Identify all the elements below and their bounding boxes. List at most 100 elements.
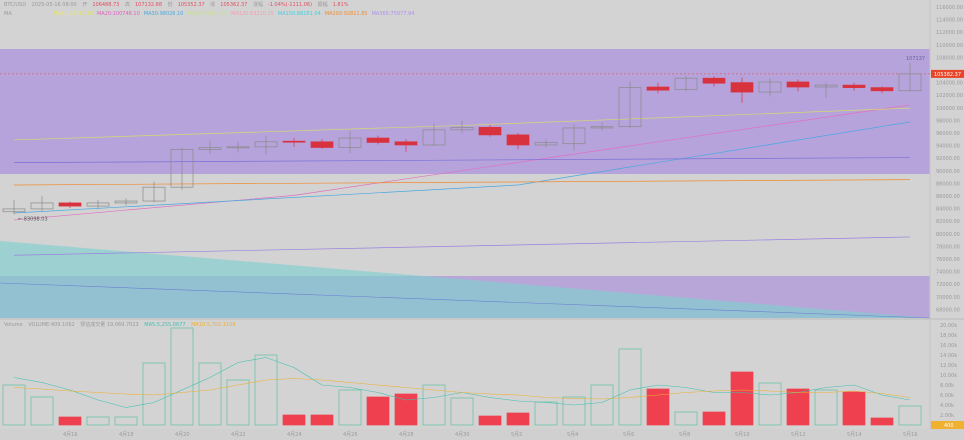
high-marker: 107137 [906,56,925,62]
price-tick-label: 98000.00 [936,118,960,124]
current-price-label: 105382.37 [934,72,961,78]
volume-header: Volume VOLUME:409.1062 预估成交量 19,069.7023… [4,322,240,328]
volume-bar [422,384,446,426]
candle [142,181,166,203]
ma-line [13,179,911,186]
ma-legend-item: MA365:75977.94 [371,11,415,17]
ma-legend-item: MA30:98026.10 [143,11,184,17]
volume-bar [30,396,54,426]
candle [450,121,474,134]
volume-tick-label: 20.00k [940,323,957,329]
volume-bar [562,396,586,426]
time-tick-label: 5月14 [847,432,862,438]
datetime: 2025-05-16 08:00 [31,2,77,8]
volume-bar [786,388,810,426]
volume-bar [58,416,82,426]
ma-legend-item: MA150:88181.04 [277,11,321,17]
time-axis [0,429,964,440]
time-tick-label: 5月12 [791,432,806,438]
high-label: 高 [124,2,130,8]
price-tick-label: 72000.00 [936,282,960,288]
time-tick-label: 5月16 [903,432,918,438]
volume-ma5: MA5:5,255.0677 [144,322,186,328]
candle [730,77,754,103]
candle [338,131,362,154]
candle [394,139,418,152]
volume-ma10-line [13,378,911,400]
candle-body [870,87,894,92]
high-value: 107132.88 [134,2,163,8]
volume-value: VOLUME:409.1062 [28,322,75,328]
time-tick-label: 5月8 [679,432,690,438]
candle-body [282,140,306,143]
volume-ma5-line [13,357,911,408]
volume-bar [2,384,26,426]
candle-body [898,73,922,92]
price-tick-label: 100000.00 [936,106,963,112]
price-tick-label: 76000.00 [936,257,960,263]
volume-bar [226,379,250,426]
candle [30,196,54,212]
volume-tick-label: 14.00k [940,353,957,359]
price-tick-label: 68000.00 [936,307,960,313]
volume-bar [86,416,110,426]
time-tick-label: 4月16 [63,432,78,438]
volume-bar [506,412,530,426]
volume-current-label: 400 [944,423,954,429]
candle-body [842,84,866,88]
time-tick-label: 4月24 [287,432,302,438]
candle [562,124,586,151]
volume-tick-label: 18.00k [940,333,957,339]
candle-body [506,134,530,146]
volume-estimate: 预估成交量 19,069.7023 [80,322,139,328]
price-tick-label: 110000.00 [936,43,963,49]
candle [702,76,726,87]
volume-bar [842,391,866,426]
candle [2,199,26,215]
time-tick-label: 4月22 [231,432,246,438]
candle-body [114,200,138,204]
candle [534,139,558,148]
volume-tick-label: 8.00k [940,383,954,389]
price-tick-label: 114000.00 [936,18,963,24]
candle-body [450,126,474,131]
time-tick-label: 4月18 [119,432,134,438]
candle-body [478,126,502,136]
change-label: 涨幅 [252,2,263,8]
ma-legend-item: MA120:93210.15 [231,11,274,17]
volume-bar [674,411,698,426]
ohlc-header: BTC/USD 2025-05-16 08:00 开 106488.73 高 107… [4,2,353,8]
candle [114,198,138,206]
volume-bar [590,384,614,426]
low-marker: ← 83098.03 [18,216,48,222]
ma-line [13,121,911,214]
volume-bar [198,362,222,426]
candle [478,124,502,137]
amp-label: 振幅 [317,2,328,8]
close-value: 105362.37 [220,2,248,8]
low-value: 105352.37 [177,2,205,8]
candle-body [814,84,838,88]
candle [282,138,306,147]
price-tick-label: 112000.00 [936,30,963,36]
candle-body [30,202,54,210]
candle-body [226,146,250,149]
candle-body [646,86,670,91]
time-tick-label: 5月4 [567,432,578,438]
candle-body [534,142,558,146]
volume-bar [450,397,474,426]
ma-legend: MA MA5:104712.10 MA20:100748.10 MA30:98026… [4,11,418,17]
candle-body [58,202,82,207]
candle-body [758,81,782,93]
candle [758,78,782,97]
volume-bar [898,405,922,426]
volume-bar [114,416,138,426]
candle-body [562,127,586,145]
candle [422,123,446,146]
volume-bar [366,396,390,426]
candle [646,82,670,94]
price-tick-label: 102000.00 [936,93,963,99]
volume-tick-label: 4.00k [940,403,954,409]
low-label: 低 [167,2,173,8]
